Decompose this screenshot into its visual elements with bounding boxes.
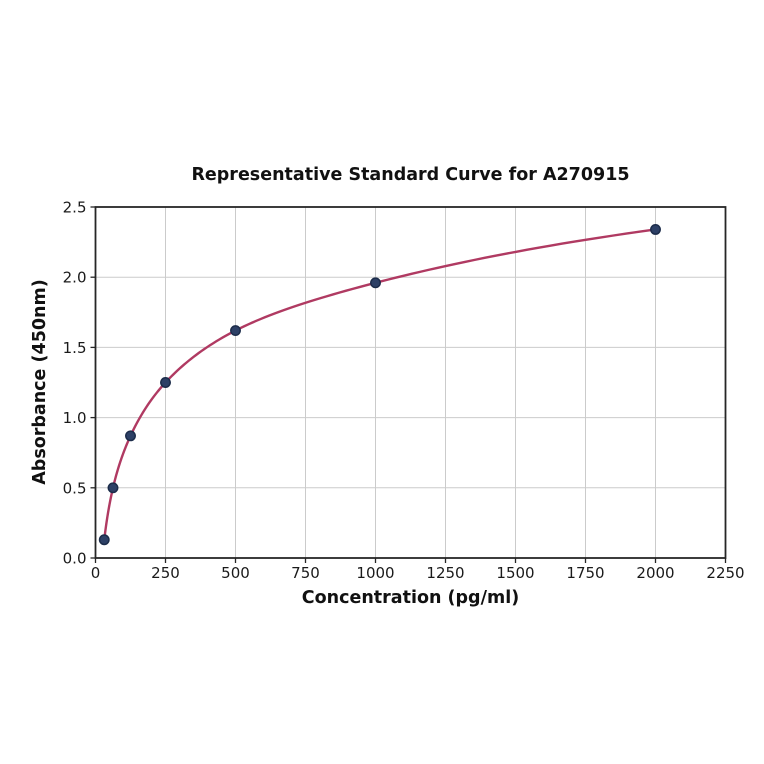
x-tick-label: 0 [91, 564, 101, 582]
plot-border [94, 206, 727, 559]
x-tick-label: 1250 [426, 564, 464, 582]
y-tick-label: 0.5 [63, 479, 87, 497]
data-point [650, 224, 661, 235]
x-axis-label: Concentration (pg/ml) [301, 588, 520, 608]
x-tick-label: 250 [151, 564, 180, 582]
data-point [98, 534, 110, 546]
y-tick-label: 2.0 [63, 269, 87, 287]
y-tick-label: 0.0 [63, 550, 87, 568]
data-point [370, 277, 381, 289]
standard-curve-line [103, 228, 657, 541]
y-tick-label: 2.5 [63, 199, 87, 217]
data-point [107, 482, 119, 494]
y-tick-label: 1.0 [63, 409, 87, 427]
x-tick-label: 500 [221, 564, 250, 582]
data-point [160, 377, 171, 388]
x-tick-label: 2250 [706, 564, 744, 582]
data-point [230, 325, 241, 337]
x-tick-label: 1500 [496, 564, 534, 582]
x-tick-label: 1000 [356, 564, 394, 582]
chart-title: Representative Standard Curve for A27091… [191, 165, 630, 185]
x-tick-label: 1750 [566, 564, 604, 582]
y-tick-label: 1.5 [63, 339, 87, 357]
x-tick-label: 2000 [636, 564, 674, 582]
data-point [125, 430, 136, 442]
x-tick-label: 750 [291, 564, 320, 582]
